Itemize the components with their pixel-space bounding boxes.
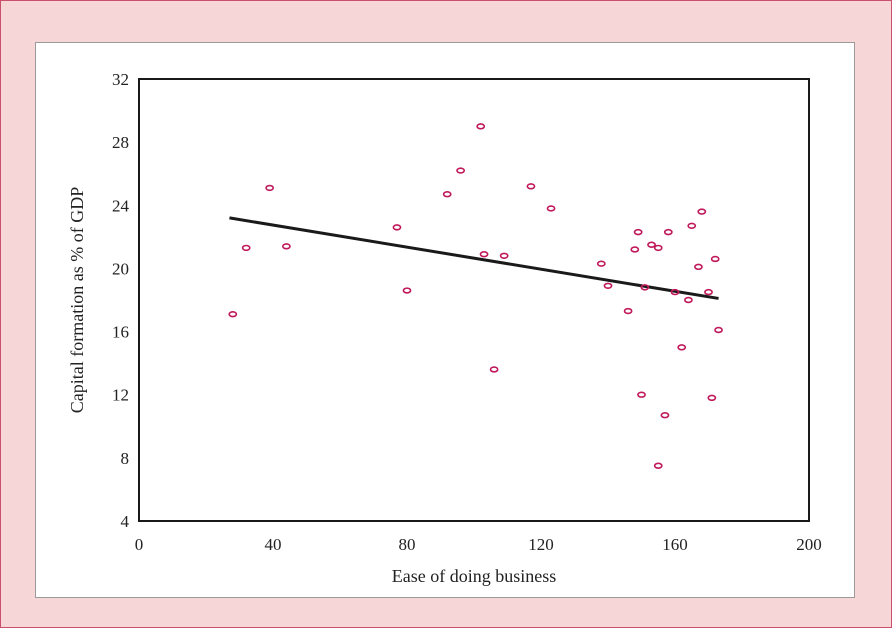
data-point [476, 123, 486, 130]
data-point [633, 228, 643, 236]
data-point [489, 366, 499, 373]
data-point [647, 241, 656, 248]
data-point [392, 224, 402, 231]
data-point [710, 255, 720, 263]
data-point [402, 287, 412, 294]
plot-area [138, 78, 810, 522]
data-point [623, 307, 633, 315]
data-point [670, 288, 680, 296]
data-point [456, 167, 465, 174]
y-tick-label: 32 [112, 70, 129, 89]
data-point [630, 246, 640, 253]
data-point [663, 228, 673, 236]
data-point [694, 263, 703, 271]
data-point [479, 251, 489, 258]
y-tick-label: 8 [121, 449, 130, 468]
trend-line-group [229, 216, 719, 300]
axis-ticks: 0 40 80 120 160 200 4 8 12 16 20 24 28 32 [112, 70, 822, 554]
y-tick-label: 12 [112, 386, 129, 405]
data-point [697, 208, 707, 215]
x-tick-label: 160 [662, 535, 688, 554]
y-tick-label: 20 [112, 259, 129, 278]
data-point [265, 184, 275, 192]
x-tick-label: 80 [399, 535, 416, 554]
x-tick-label: 120 [528, 535, 554, 554]
data-point [241, 244, 251, 252]
x-tick-label: 0 [135, 535, 144, 554]
data-point [603, 282, 613, 289]
data-point [687, 222, 697, 230]
data-point [714, 326, 723, 334]
data-point [281, 243, 291, 250]
data-point [442, 191, 452, 198]
data-points [228, 123, 723, 469]
y-tick-label: 16 [112, 323, 129, 342]
data-point [677, 344, 687, 351]
x-tick-label: 40 [265, 535, 282, 554]
y-tick-label: 28 [112, 133, 129, 152]
data-point [707, 394, 717, 402]
y-tick-label: 24 [112, 196, 130, 215]
x-axis-title: Ease of doing business [392, 566, 556, 586]
y-axis-title: Capital formation as % of GDP [67, 187, 87, 413]
data-point [526, 183, 536, 190]
data-point [546, 205, 556, 212]
data-point [228, 311, 238, 318]
data-point [684, 296, 693, 304]
data-point [660, 412, 670, 419]
trend-line [229, 216, 719, 300]
data-point [637, 391, 646, 398]
data-point [653, 244, 663, 252]
data-point [704, 288, 713, 296]
data-point [640, 284, 650, 291]
scatter-chart: 0 40 80 120 160 200 4 8 12 16 20 24 28 32 Ease of doi… [67, 70, 822, 586]
chart-panel: 0 40 80 120 160 200 4 8 12 16 20 24 28 32 Ease of doi… [35, 42, 855, 598]
y-tick-label: 4 [121, 512, 130, 531]
data-point [596, 260, 606, 267]
data-point [653, 462, 663, 469]
data-point [499, 252, 509, 260]
x-tick-label: 200 [796, 535, 822, 554]
